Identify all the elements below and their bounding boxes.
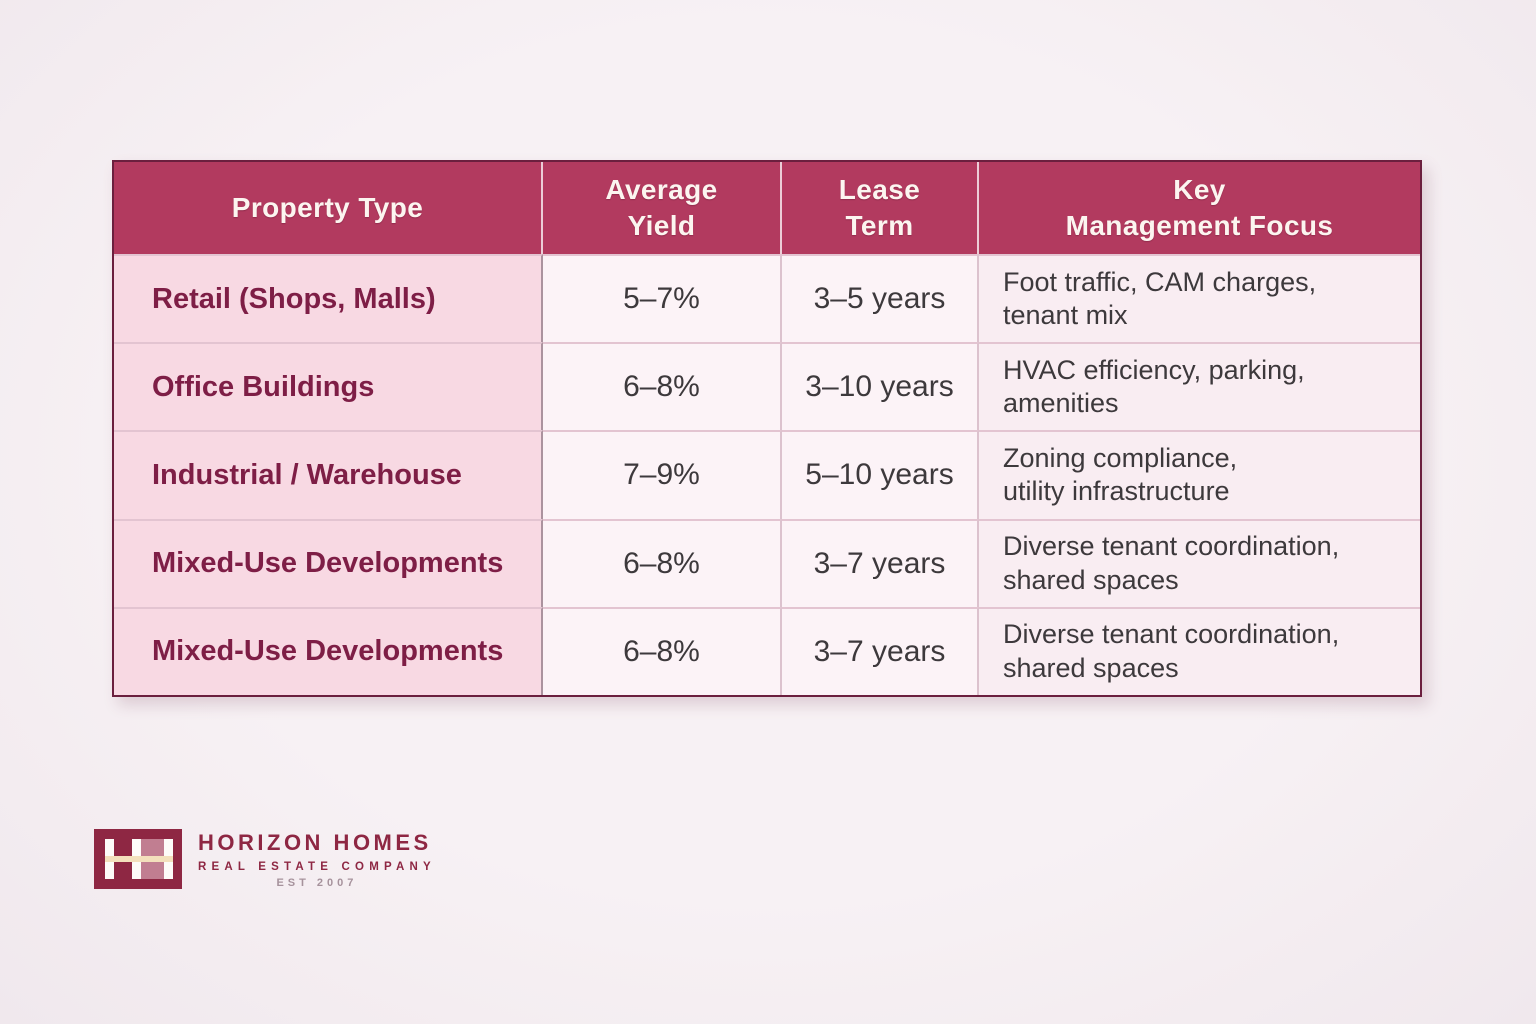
cell-property-type: Mixed-Use Developments — [114, 606, 543, 695]
hh-monogram-icon — [94, 829, 182, 889]
cell-management-focus: Diverse tenant coordination, shared spac… — [979, 606, 1420, 695]
cell-average-yield: 5–7% — [543, 254, 782, 343]
cell-property-type: Industrial / Warehouse — [114, 430, 543, 519]
cell-property-type: Mixed-Use Developments — [114, 518, 543, 607]
company-tagline: REAL ESTATE COMPANY — [198, 860, 436, 873]
cell-lease-term: 3–7 years — [782, 518, 979, 607]
logo-text-block: HORIZON HOMES REAL ESTATE COMPANY EST 20… — [198, 830, 436, 889]
cell-average-yield: 6–8% — [543, 518, 782, 607]
cell-average-yield: 7–9% — [543, 430, 782, 519]
property-comparison-table: Property Type Average Yield Lease Term K… — [112, 160, 1422, 697]
cell-average-yield: 6–8% — [543, 342, 782, 431]
company-est: EST 2007 — [276, 876, 358, 889]
cell-management-focus: Diverse tenant coordination, shared spac… — [979, 518, 1420, 607]
company-logo: HORIZON HOMES REAL ESTATE COMPANY EST 20… — [94, 829, 436, 889]
header-cell-property-type: Property Type — [114, 162, 543, 254]
header-cell-lease-term: Lease Term — [782, 162, 979, 254]
cell-management-focus: Zoning compliance, utility infrastructur… — [979, 430, 1420, 519]
cell-property-type: Retail (Shops, Malls) — [114, 254, 543, 343]
monogram-crossbar — [105, 856, 173, 862]
cell-lease-term: 3–5 years — [782, 254, 979, 343]
header-cell-average-yield: Average Yield — [543, 162, 782, 254]
header-cell-key-management-focus: Key Management Focus — [979, 162, 1420, 254]
cell-management-focus: Foot traffic, CAM charges, tenant mix — [979, 254, 1420, 343]
cell-lease-term: 3–10 years — [782, 342, 979, 431]
cell-lease-term: 5–10 years — [782, 430, 979, 519]
cell-lease-term: 3–7 years — [782, 606, 979, 695]
cell-property-type: Office Buildings — [114, 342, 543, 431]
company-name: HORIZON HOMES — [198, 829, 432, 855]
cell-management-focus: HVAC efficiency, parking, amenities — [979, 342, 1420, 431]
cell-average-yield: 6–8% — [543, 606, 782, 695]
